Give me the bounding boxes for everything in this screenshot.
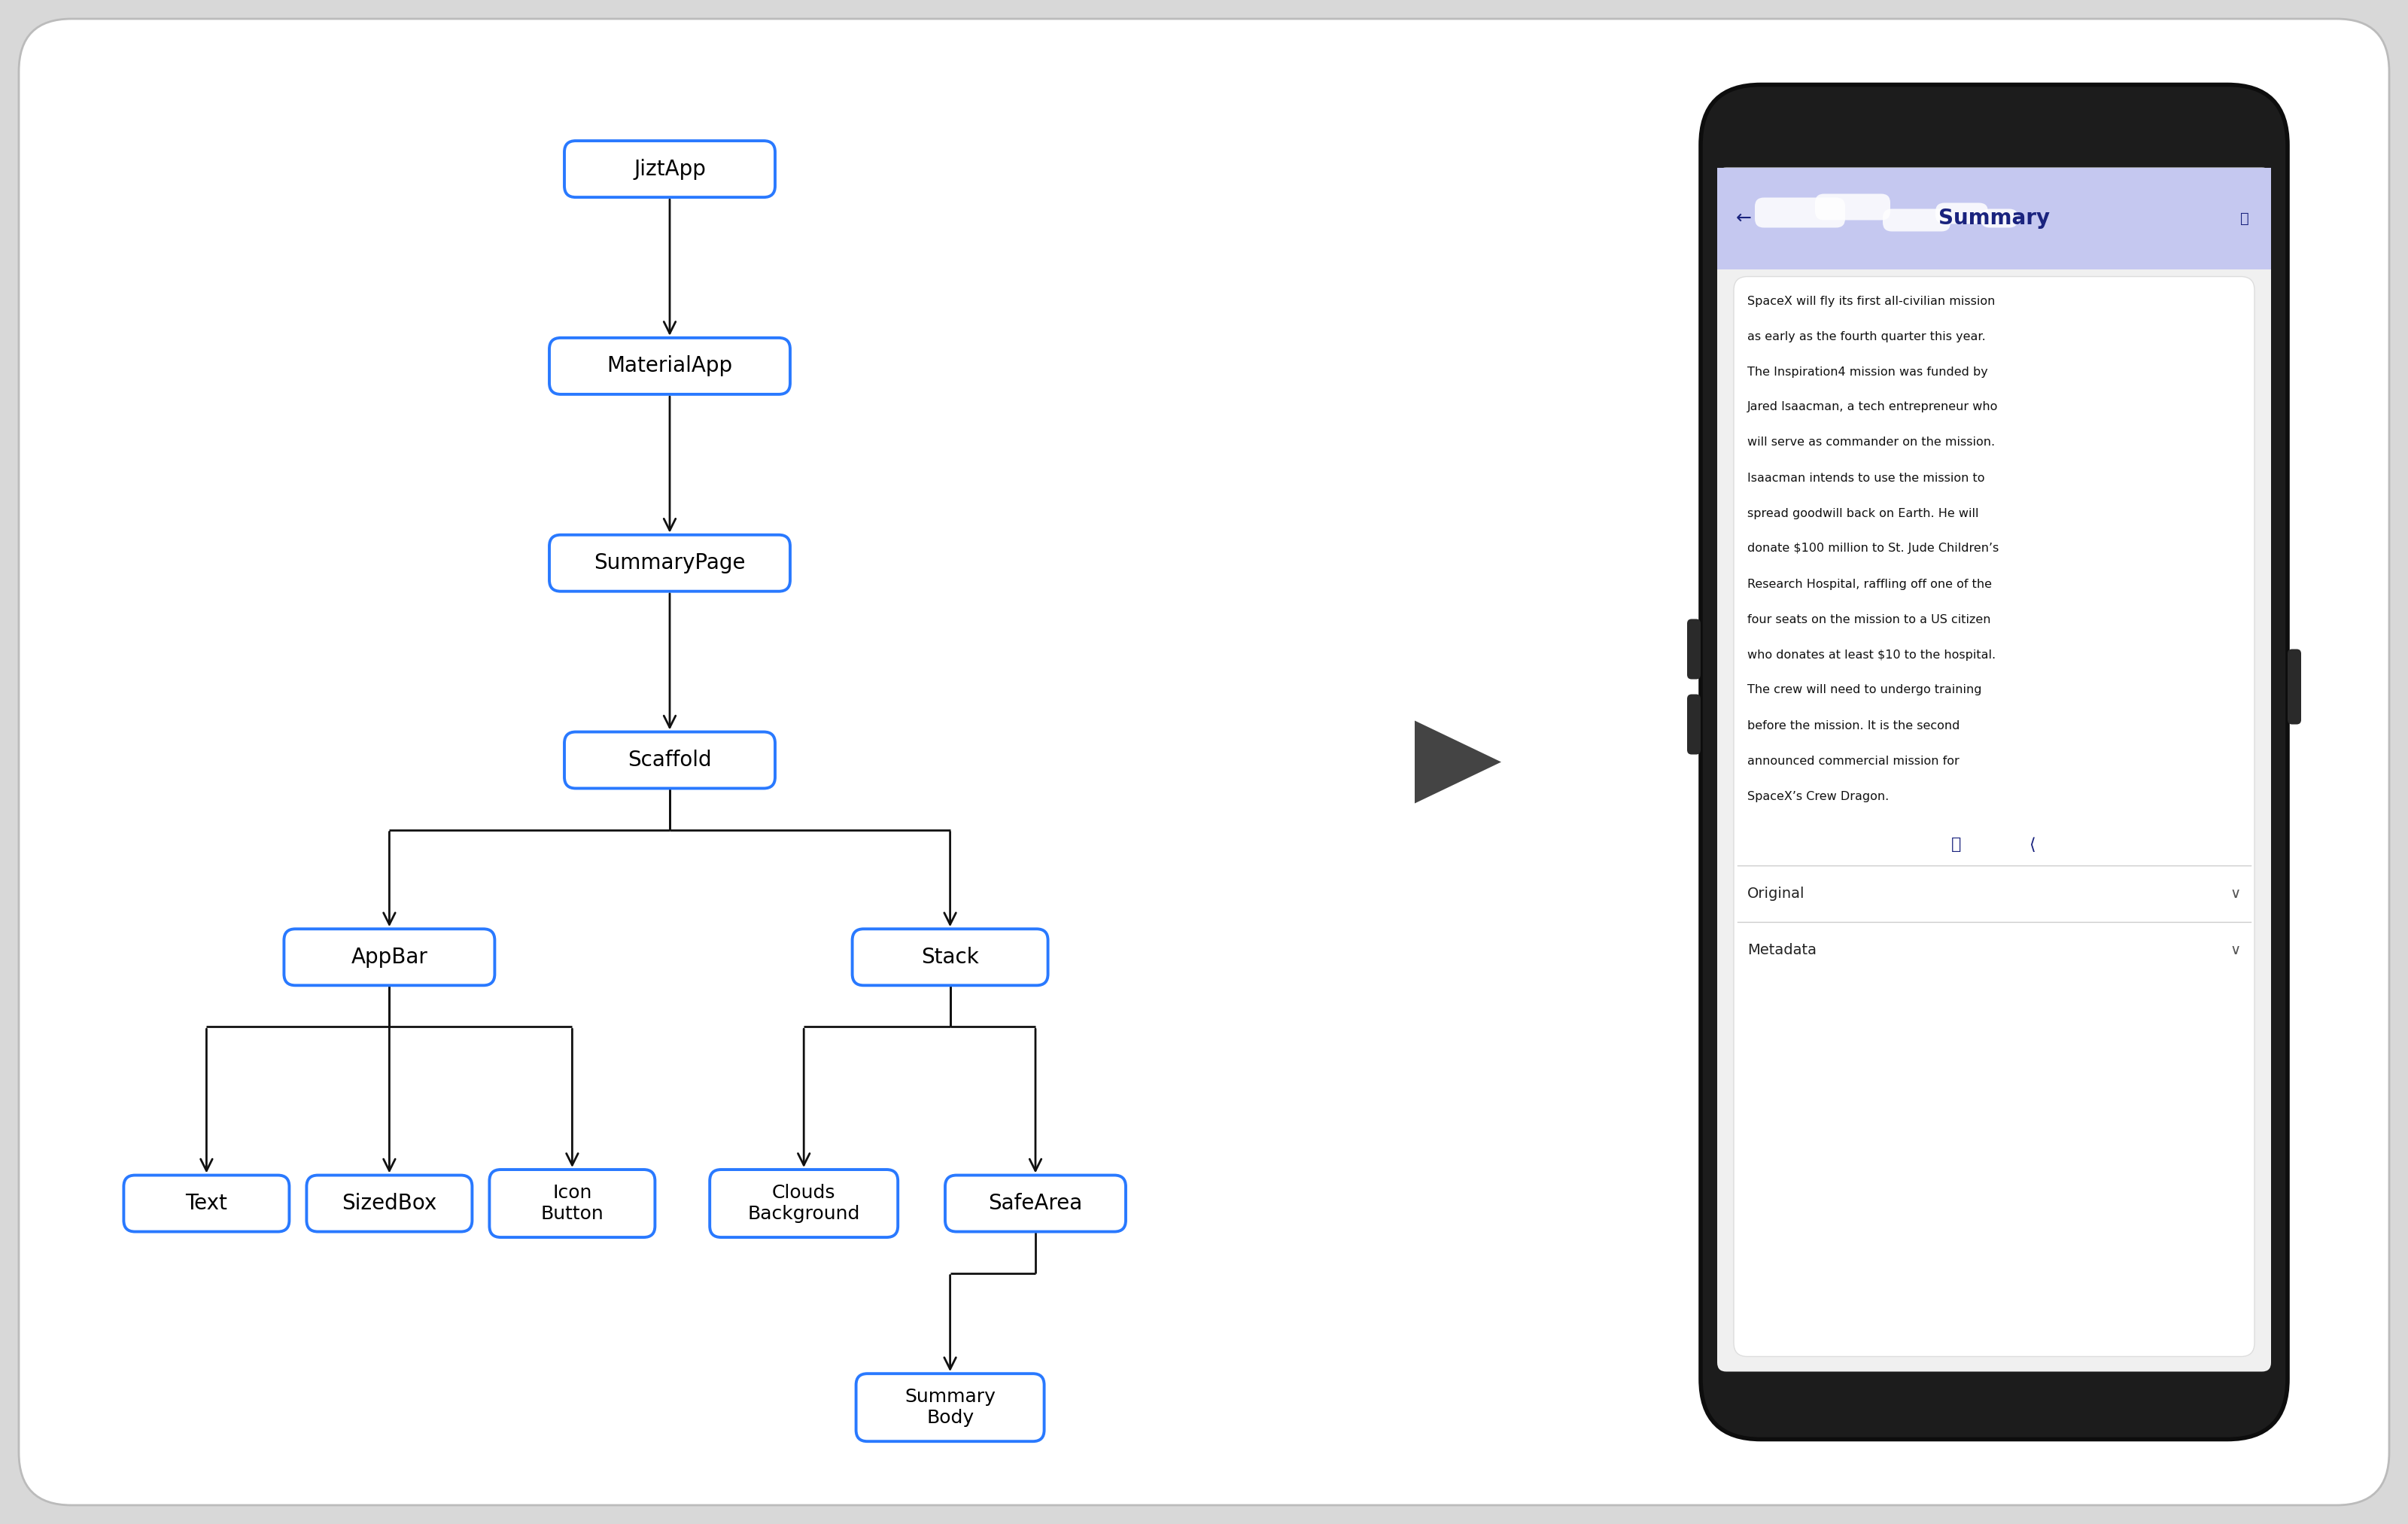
FancyBboxPatch shape [1979, 209, 2018, 227]
FancyBboxPatch shape [852, 930, 1047, 986]
Text: The crew will need to undergo training: The crew will need to undergo training [1748, 684, 1982, 696]
Text: before the mission. It is the second: before the mission. It is the second [1748, 719, 1960, 732]
Text: AppBar: AppBar [352, 946, 429, 968]
FancyBboxPatch shape [1717, 168, 2271, 1372]
Text: four seats on the mission to a US citizen: four seats on the mission to a US citize… [1748, 614, 1991, 625]
FancyBboxPatch shape [549, 338, 790, 395]
Text: JiztApp: JiztApp [633, 158, 706, 180]
Circle shape [1979, 128, 2008, 154]
Text: SafeArea: SafeArea [987, 1193, 1084, 1215]
Text: donate $100 million to St. Jude Children’s: donate $100 million to St. Jude Children… [1748, 543, 1999, 555]
FancyBboxPatch shape [1688, 695, 1700, 754]
FancyBboxPatch shape [1700, 85, 2288, 1439]
Text: Summary
Body: Summary Body [905, 1388, 995, 1426]
Text: Scaffold: Scaffold [628, 750, 713, 771]
Text: MaterialApp: MaterialApp [607, 355, 732, 376]
Text: SizedBox: SizedBox [342, 1193, 436, 1215]
Text: ⧉: ⧉ [1950, 837, 1963, 852]
FancyBboxPatch shape [306, 1175, 472, 1231]
Text: Text: Text [185, 1193, 226, 1215]
Text: Original: Original [1748, 887, 1806, 901]
FancyBboxPatch shape [1755, 198, 1845, 227]
Text: will serve as commander on the mission.: will serve as commander on the mission. [1748, 437, 1994, 448]
Text: ∨: ∨ [2230, 943, 2242, 957]
Polygon shape [1416, 721, 1500, 803]
Text: ∨: ∨ [2230, 887, 2242, 901]
Text: Jared Isaacman, a tech entrepreneur who: Jared Isaacman, a tech entrepreneur who [1748, 401, 1999, 413]
Text: SpaceX’s Crew Dragon.: SpaceX’s Crew Dragon. [1748, 791, 1888, 802]
Text: Isaacman intends to use the mission to: Isaacman intends to use the mission to [1748, 472, 1984, 483]
Text: Clouds
Background: Clouds Background [746, 1184, 860, 1222]
Text: as early as the fourth quarter this year.: as early as the fourth quarter this year… [1748, 331, 1987, 341]
FancyBboxPatch shape [710, 1169, 898, 1237]
FancyBboxPatch shape [284, 930, 494, 986]
FancyBboxPatch shape [1936, 203, 1989, 224]
FancyBboxPatch shape [549, 535, 790, 591]
FancyBboxPatch shape [1816, 194, 1890, 219]
Text: The Inspiration4 mission was funded by: The Inspiration4 mission was funded by [1748, 366, 1989, 378]
FancyBboxPatch shape [123, 1175, 289, 1231]
FancyBboxPatch shape [489, 1169, 655, 1237]
Text: Summary: Summary [1938, 207, 2049, 229]
Text: SpaceX will fly its first all-civilian mission: SpaceX will fly its first all-civilian m… [1748, 296, 1996, 306]
FancyBboxPatch shape [946, 1175, 1127, 1231]
Text: ⟨: ⟨ [2028, 837, 2035, 852]
FancyBboxPatch shape [563, 140, 775, 197]
Text: 🗑: 🗑 [2239, 212, 2249, 226]
Text: Stack: Stack [922, 946, 980, 968]
FancyBboxPatch shape [1717, 168, 2271, 270]
FancyBboxPatch shape [1734, 276, 2254, 1356]
Text: ←: ← [1736, 209, 1751, 227]
Text: announced commercial mission for: announced commercial mission for [1748, 756, 1960, 767]
FancyBboxPatch shape [1688, 619, 1700, 680]
Text: spread goodwill back on Earth. He will: spread goodwill back on Earth. He will [1748, 507, 1979, 518]
Text: who donates at least $10 to the hospital.: who donates at least $10 to the hospital… [1748, 649, 1996, 660]
FancyBboxPatch shape [563, 732, 775, 788]
Text: Metadata: Metadata [1748, 943, 1816, 957]
FancyBboxPatch shape [2288, 649, 2302, 724]
Text: SummaryPage: SummaryPage [595, 553, 746, 573]
Text: Research Hospital, raffling off one of the: Research Hospital, raffling off one of t… [1748, 579, 1991, 590]
FancyBboxPatch shape [857, 1373, 1045, 1442]
FancyBboxPatch shape [1883, 209, 1950, 232]
Text: Icon
Button: Icon Button [542, 1184, 604, 1222]
FancyBboxPatch shape [19, 18, 2389, 1506]
